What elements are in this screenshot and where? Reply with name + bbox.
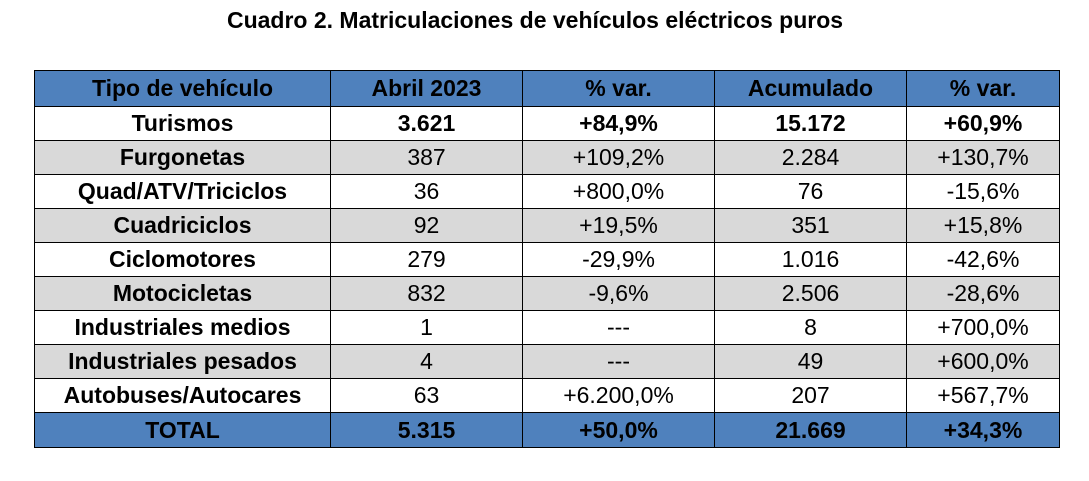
cell-vehicle-type: Quad/ATV/Triciclos	[34, 174, 331, 209]
cell-accumulated: 351	[714, 208, 907, 243]
cell-accumulated: 2.284	[714, 140, 907, 175]
column-header-accumulated: Acumulado	[714, 70, 907, 107]
table-row-motocicletas: Motocicletas 832 -9,6% 2.506 -28,6%	[34, 276, 1060, 311]
cell-vehicle-type: Cuadriciclos	[34, 208, 331, 243]
cell-accumulated: 76	[714, 174, 907, 209]
cell-vehicle-type: Industriales pesados	[34, 344, 331, 379]
cell-april-2023: 1	[330, 310, 523, 345]
table-row-turismos: Turismos 3.621 +84,9% 15.172 +60,9%	[34, 106, 1060, 141]
cell-accumulated: 15.172	[714, 106, 907, 141]
total-row: TOTAL 5.315 +50,0% 21.669 +34,3%	[34, 412, 1060, 448]
table-row-quad-atv-triciclos: Quad/ATV/Triciclos 36 +800,0% 76 -15,6%	[34, 174, 1060, 209]
cell-accumulated: 2.506	[714, 276, 907, 311]
cell-monthly-variation: -29,9%	[522, 242, 715, 277]
cell-vehicle-type: Ciclomotores	[34, 242, 331, 277]
table-row-furgonetas: Furgonetas 387 +109,2% 2.284 +130,7%	[34, 140, 1060, 175]
total-accumulated-variation: +34,3%	[906, 412, 1060, 448]
cell-accumulated-variation: +60,9%	[906, 106, 1060, 141]
table-row-ciclomotores: Ciclomotores 279 -29,9% 1.016 -42,6%	[34, 242, 1060, 277]
cell-vehicle-type: Furgonetas	[34, 140, 331, 175]
total-accumulated: 21.669	[714, 412, 907, 448]
cell-monthly-variation: -9,6%	[522, 276, 715, 311]
cell-accumulated: 49	[714, 344, 907, 379]
table-row-cuadriciclos: Cuadriciclos 92 +19,5% 351 +15,8%	[34, 208, 1060, 243]
cell-monthly-variation: ---	[522, 310, 715, 345]
cell-april-2023: 832	[330, 276, 523, 311]
cell-april-2023: 4	[330, 344, 523, 379]
cell-accumulated: 1.016	[714, 242, 907, 277]
table-row-industriales-pesados: Industriales pesados 4 --- 49 +600,0%	[34, 344, 1060, 379]
cell-monthly-variation: +800,0%	[522, 174, 715, 209]
cell-monthly-variation: +109,2%	[522, 140, 715, 175]
cell-april-2023: 3.621	[330, 106, 523, 141]
cell-accumulated: 8	[714, 310, 907, 345]
cell-monthly-variation: +84,9%	[522, 106, 715, 141]
cell-monthly-variation: +6.200,0%	[522, 378, 715, 413]
cell-accumulated-variation: -28,6%	[906, 276, 1060, 311]
cell-accumulated-variation: +700,0%	[906, 310, 1060, 345]
cell-accumulated-variation: -42,6%	[906, 242, 1060, 277]
total-april-2023: 5.315	[330, 412, 523, 448]
column-header-vehicle-type: Tipo de vehículo	[34, 70, 331, 107]
cell-monthly-variation: +19,5%	[522, 208, 715, 243]
cell-accumulated-variation: +567,7%	[906, 378, 1060, 413]
table-row-autobuses-autocares: Autobuses/Autocares 63 +6.200,0% 207 +56…	[34, 378, 1060, 413]
cell-accumulated-variation: +130,7%	[906, 140, 1060, 175]
cell-vehicle-type: Industriales medios	[34, 310, 331, 345]
cell-vehicle-type: Autobuses/Autocares	[34, 378, 331, 413]
cell-april-2023: 63	[330, 378, 523, 413]
total-label: TOTAL	[34, 412, 331, 448]
cell-april-2023: 36	[330, 174, 523, 209]
cell-accumulated-variation: +15,8%	[906, 208, 1060, 243]
header-row: Tipo de vehículo Abril 2023 % var. Acumu…	[34, 70, 1060, 107]
cell-april-2023: 279	[330, 242, 523, 277]
table-title: Cuadro 2. Matriculaciones de vehículos e…	[226, 7, 844, 33]
cell-april-2023: 387	[330, 140, 523, 175]
cell-accumulated-variation: -15,6%	[906, 174, 1060, 209]
column-header-april-2023: Abril 2023	[330, 70, 523, 107]
cell-monthly-variation: ---	[522, 344, 715, 379]
cell-accumulated: 207	[714, 378, 907, 413]
total-monthly-variation: +50,0%	[522, 412, 715, 448]
column-header-accumulated-variation: % var.	[906, 70, 1060, 107]
cell-vehicle-type: Motocicletas	[34, 276, 331, 311]
table-row-industriales-medios: Industriales medios 1 --- 8 +700,0%	[34, 310, 1060, 345]
column-header-monthly-variation: % var.	[522, 70, 715, 107]
cell-april-2023: 92	[330, 208, 523, 243]
cell-vehicle-type: Turismos	[34, 106, 331, 141]
cell-accumulated-variation: +600,0%	[906, 344, 1060, 379]
registrations-table: Tipo de vehículo Abril 2023 % var. Acumu…	[34, 70, 1060, 448]
